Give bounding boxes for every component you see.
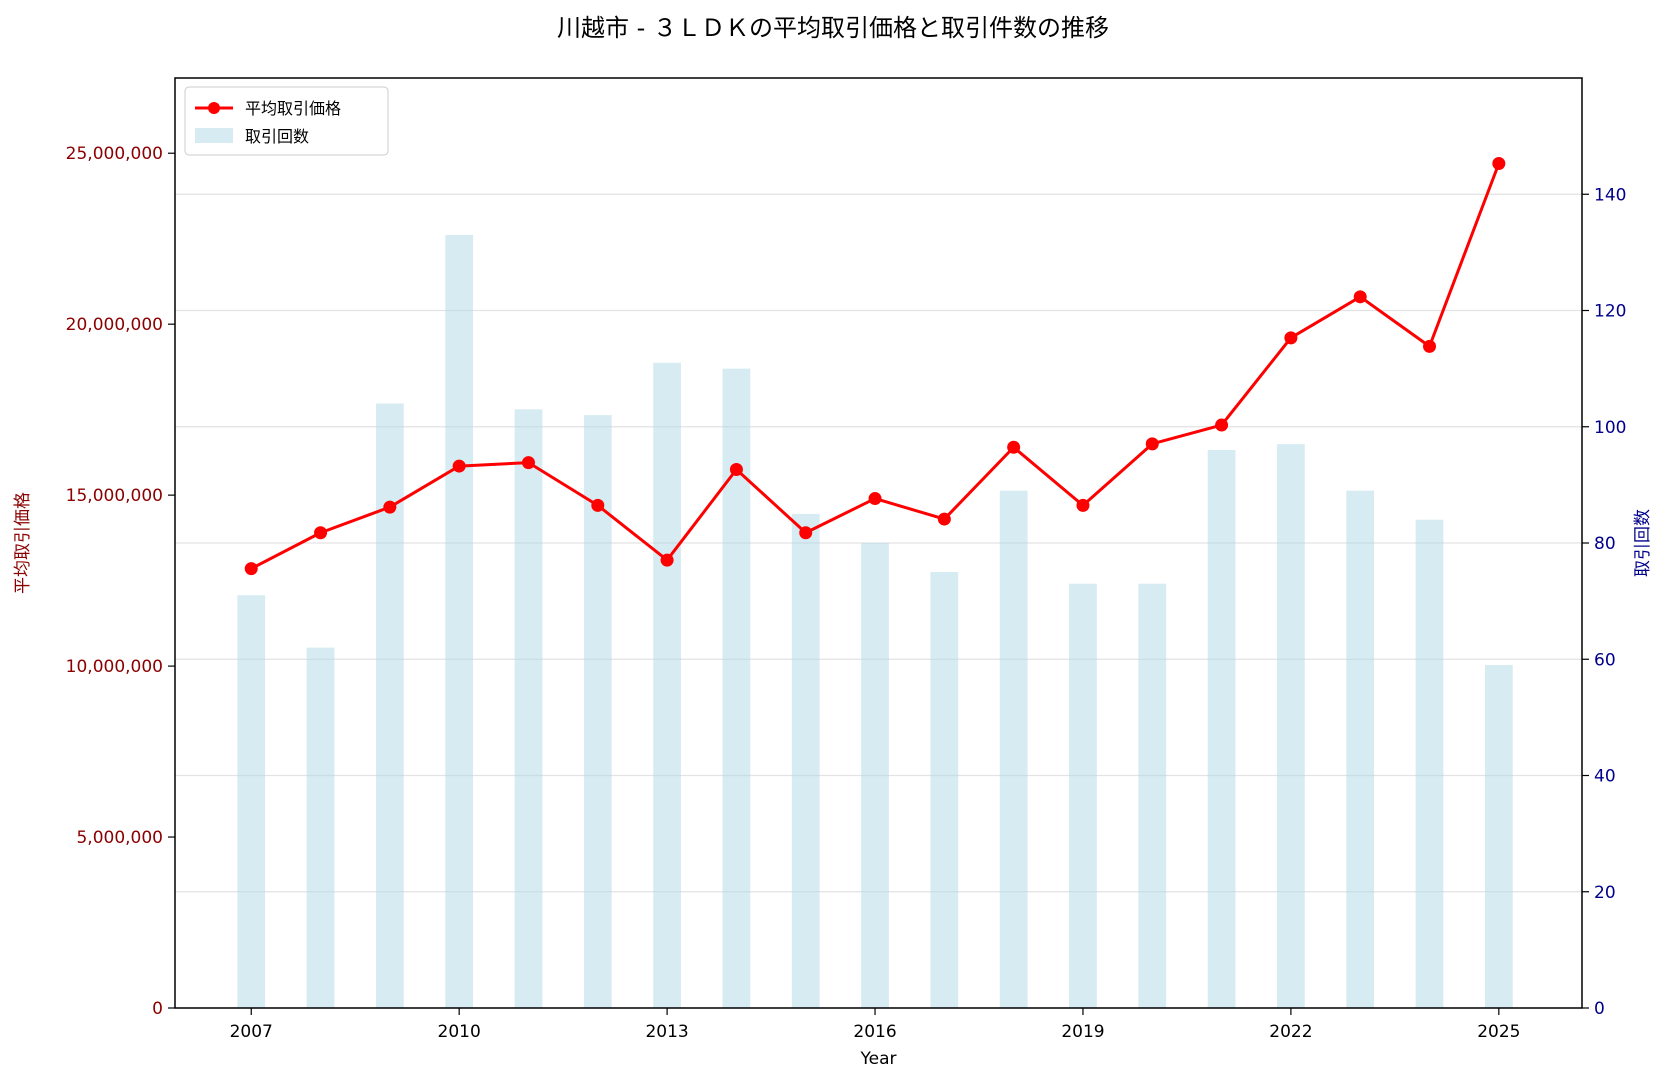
x-tick-label: 2025	[1477, 1022, 1520, 1042]
price-point	[383, 500, 397, 514]
legend-box	[184, 86, 389, 156]
bar-series	[237, 234, 1513, 1008]
price-point	[868, 492, 882, 506]
price-point	[1215, 418, 1229, 432]
price-point	[660, 553, 674, 567]
right-tick-label: 80	[1594, 534, 1616, 554]
price-point	[1492, 156, 1506, 170]
bar	[653, 362, 681, 1008]
bar	[1277, 444, 1305, 1008]
left-tick-label: 5,000,000	[76, 828, 163, 848]
bar	[930, 572, 959, 1008]
right-tick-label: 0	[1594, 999, 1605, 1019]
left-tick-label: 25,000,000	[66, 144, 163, 164]
right-axis-label: 取引回数	[1633, 509, 1653, 577]
bar	[1069, 583, 1097, 1008]
price-point	[1423, 339, 1437, 353]
price-point	[1145, 437, 1159, 451]
x-tick-label: 2019	[1061, 1022, 1104, 1042]
bar	[306, 647, 335, 1008]
bar	[237, 595, 266, 1008]
legend-line-marker	[208, 102, 220, 114]
bar	[791, 513, 820, 1008]
legend-label-price: 平均取引価格	[245, 99, 341, 118]
x-tick-label: 2016	[853, 1022, 896, 1042]
price-point	[1353, 290, 1367, 304]
bar	[514, 409, 543, 1008]
price-point	[452, 459, 466, 473]
legend: 平均取引価格 取引回数	[184, 86, 389, 156]
price-point	[1076, 498, 1090, 512]
x-tick-label: 2022	[1269, 1022, 1312, 1042]
bar	[1207, 450, 1236, 1008]
bar	[999, 490, 1028, 1008]
right-tick-label: 100	[1594, 418, 1626, 438]
right-tick-label: 40	[1594, 767, 1616, 787]
left-tick-label: 15,000,000	[66, 486, 163, 506]
right-tick-label: 120	[1594, 302, 1626, 322]
legend-bar-swatch	[195, 128, 233, 143]
bar	[376, 403, 404, 1008]
price-point	[1007, 440, 1021, 454]
bar	[445, 234, 474, 1008]
legend-label-count: 取引回数	[245, 127, 309, 146]
price-point	[244, 562, 258, 576]
chart-title: 川越市 - ３ＬＤＫの平均取引価格と取引件数の推移	[557, 14, 1109, 42]
left-axis-label: 平均取引価格	[13, 492, 33, 594]
bar	[1484, 665, 1513, 1008]
price-point	[521, 456, 535, 470]
x-axis-label: Year	[860, 1049, 897, 1069]
price-point	[314, 526, 328, 540]
price-line	[250, 162, 1501, 570]
price-point	[1284, 331, 1298, 345]
axes: 0 20 40 60 80 100 120 140 0 5,000,000 10,000,000 15…	[66, 144, 1627, 1042]
right-tick-label: 60	[1594, 650, 1616, 670]
x-tick-label: 2013	[645, 1022, 688, 1042]
right-tick-label: 140	[1594, 185, 1626, 205]
price-point	[729, 462, 743, 476]
price-point	[799, 526, 813, 540]
left-tick-label: 20,000,000	[66, 315, 163, 335]
left-tick-label: 10,000,000	[66, 657, 163, 677]
price-point	[591, 498, 605, 512]
bar	[1346, 490, 1375, 1008]
left-tick-label: 0	[152, 999, 163, 1019]
right-tick-label: 20	[1594, 883, 1616, 903]
x-tick-label: 2010	[438, 1022, 481, 1042]
price-point	[937, 512, 951, 526]
bar	[1415, 519, 1444, 1008]
line-series	[244, 156, 1506, 576]
bar	[861, 543, 889, 1008]
bar	[1138, 583, 1167, 1008]
x-tick-label: 2007	[230, 1022, 273, 1042]
